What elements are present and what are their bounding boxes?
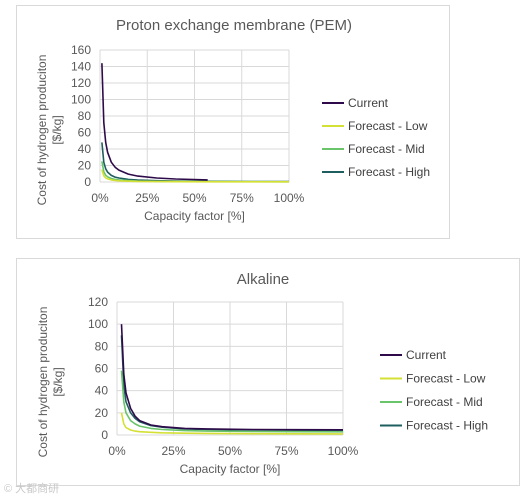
chart-title: Alkaline bbox=[237, 271, 290, 288]
x-tick-label: 100% bbox=[274, 191, 305, 205]
x-tick-label: 75% bbox=[230, 191, 254, 205]
y-tick-label: 20 bbox=[95, 406, 109, 420]
y-tick-label: 40 bbox=[78, 142, 92, 156]
series-line-current bbox=[101, 63, 208, 181]
y-tick-label: 120 bbox=[71, 76, 91, 90]
x-tick-label: 75% bbox=[274, 444, 298, 458]
x-axis-label: Capacity factor [%] bbox=[144, 209, 245, 223]
y-tick-label: 120 bbox=[88, 295, 108, 309]
x-tick-label: 0% bbox=[91, 191, 109, 205]
chart-panel-alkaline bbox=[16, 258, 520, 486]
y-axis-label-line: Cost of hydrogen produciton bbox=[36, 307, 50, 458]
chart-title: Proton exchange membrane (PEM) bbox=[116, 17, 352, 34]
x-tick-label: 50% bbox=[218, 444, 242, 458]
y-tick-label: 0 bbox=[84, 175, 91, 189]
legend-label: Forecast - Mid bbox=[406, 395, 483, 409]
legend-label: Forecast - Low bbox=[348, 119, 428, 133]
y-tick-label: 80 bbox=[78, 109, 92, 123]
y-tick-label: 100 bbox=[71, 93, 91, 107]
legend-label: Current bbox=[406, 348, 447, 362]
x-tick-label: 0% bbox=[108, 444, 126, 458]
y-tick-label: 160 bbox=[71, 43, 91, 57]
legend-label: Forecast - High bbox=[348, 165, 430, 179]
y-axis-label-line: Cost of hydrogen produciton bbox=[35, 55, 49, 206]
series-line-forecast-high bbox=[120, 335, 344, 432]
x-tick-label: 25% bbox=[135, 191, 159, 205]
y-tick-label: 20 bbox=[78, 159, 92, 173]
watermark: © 大都商研 bbox=[4, 483, 60, 495]
series-line-forecast-high bbox=[101, 142, 290, 183]
series-line-forecast-mid bbox=[120, 370, 344, 433]
chart-panel-pem bbox=[16, 5, 450, 239]
y-tick-label: 80 bbox=[95, 339, 109, 353]
series-line-current bbox=[120, 324, 344, 431]
legend-label: Forecast - Low bbox=[406, 372, 486, 386]
y-axis-label: Cost of hydrogen produciton[$/kg] bbox=[36, 307, 65, 458]
legend-label: Current bbox=[348, 96, 389, 110]
series-line-forecast-low bbox=[101, 169, 289, 183]
x-tick-label: 50% bbox=[182, 191, 206, 205]
y-axis-label: Cost of hydrogen produciton[$/kg] bbox=[35, 55, 64, 206]
legend-label: Forecast - High bbox=[406, 419, 488, 433]
y-tick-label: 40 bbox=[95, 384, 109, 398]
legend-label: Forecast - Mid bbox=[348, 142, 425, 156]
x-tick-label: 100% bbox=[328, 444, 359, 458]
y-tick-label: 60 bbox=[78, 126, 92, 140]
y-axis-label-line: [$/kg] bbox=[51, 367, 65, 396]
series-line-forecast-low bbox=[120, 412, 344, 435]
y-tick-label: 0 bbox=[101, 428, 108, 442]
x-tick-label: 25% bbox=[161, 444, 185, 458]
y-axis-label-line: [$/kg] bbox=[50, 115, 64, 144]
y-tick-label: 140 bbox=[71, 60, 91, 74]
x-axis-label: Capacity factor [%] bbox=[180, 462, 281, 476]
y-tick-label: 100 bbox=[88, 317, 108, 331]
y-tick-label: 60 bbox=[95, 362, 109, 376]
